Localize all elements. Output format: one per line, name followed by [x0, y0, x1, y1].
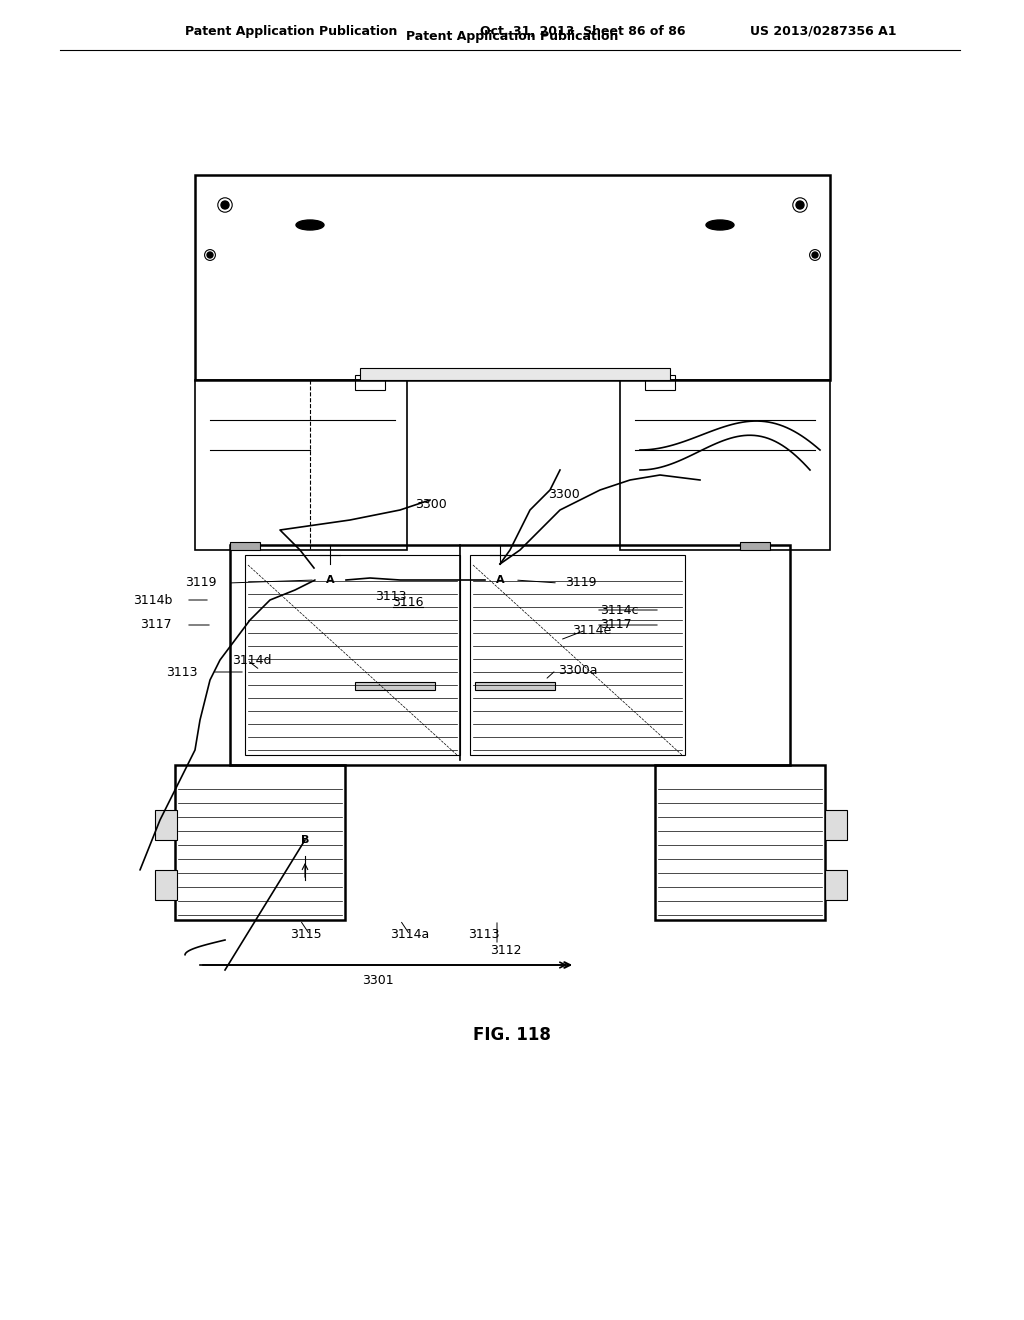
- Ellipse shape: [706, 220, 734, 230]
- Text: 3114b: 3114b: [133, 594, 172, 606]
- Text: 3114d: 3114d: [232, 653, 271, 667]
- Circle shape: [221, 201, 229, 209]
- Text: 3117: 3117: [140, 619, 172, 631]
- Text: A: A: [326, 576, 334, 585]
- Text: 3115: 3115: [290, 928, 322, 941]
- Circle shape: [207, 252, 213, 257]
- Text: Oct. 31, 2013  Sheet 86 of 86: Oct. 31, 2013 Sheet 86 of 86: [480, 25, 685, 38]
- Bar: [245, 554, 460, 755]
- Circle shape: [812, 252, 818, 257]
- Circle shape: [796, 201, 804, 209]
- Bar: [195, 380, 407, 550]
- Text: 3113: 3113: [468, 928, 500, 941]
- Ellipse shape: [296, 220, 324, 230]
- Bar: [360, 368, 670, 380]
- Text: 3116: 3116: [392, 597, 424, 610]
- Bar: [825, 810, 847, 840]
- Text: US 2013/0287356 A1: US 2013/0287356 A1: [750, 25, 896, 38]
- Bar: [230, 545, 790, 766]
- Text: 3300a: 3300a: [558, 664, 597, 676]
- Text: 3114a: 3114a: [390, 928, 429, 941]
- Text: 3112: 3112: [490, 944, 521, 957]
- Text: Patent Application Publication: Patent Application Publication: [406, 30, 618, 44]
- Text: 3119: 3119: [565, 577, 597, 590]
- Bar: [825, 870, 847, 900]
- Bar: [645, 375, 675, 389]
- Bar: [155, 810, 177, 840]
- Bar: [230, 543, 260, 550]
- Bar: [475, 682, 555, 690]
- Bar: [620, 380, 830, 550]
- Text: 3114c: 3114c: [600, 603, 639, 616]
- Text: 3119: 3119: [185, 577, 217, 590]
- Bar: [355, 375, 385, 389]
- Bar: [740, 543, 770, 550]
- Bar: [175, 766, 345, 920]
- Text: 3300: 3300: [548, 488, 580, 502]
- Bar: [155, 870, 177, 900]
- Bar: [195, 176, 830, 380]
- Text: A: A: [496, 576, 504, 585]
- Text: B: B: [301, 836, 309, 845]
- Text: 3113: 3113: [167, 665, 198, 678]
- Bar: [355, 682, 435, 690]
- Text: 3117: 3117: [600, 619, 632, 631]
- Text: Patent Application Publication: Patent Application Publication: [185, 25, 397, 38]
- Text: 3301: 3301: [362, 974, 394, 986]
- Text: 3113: 3113: [375, 590, 407, 602]
- Text: 3114e: 3114e: [572, 623, 611, 636]
- Text: 3300: 3300: [415, 499, 446, 511]
- Bar: [655, 766, 825, 920]
- Bar: [470, 554, 685, 755]
- Text: FIG. 118: FIG. 118: [473, 1026, 551, 1044]
